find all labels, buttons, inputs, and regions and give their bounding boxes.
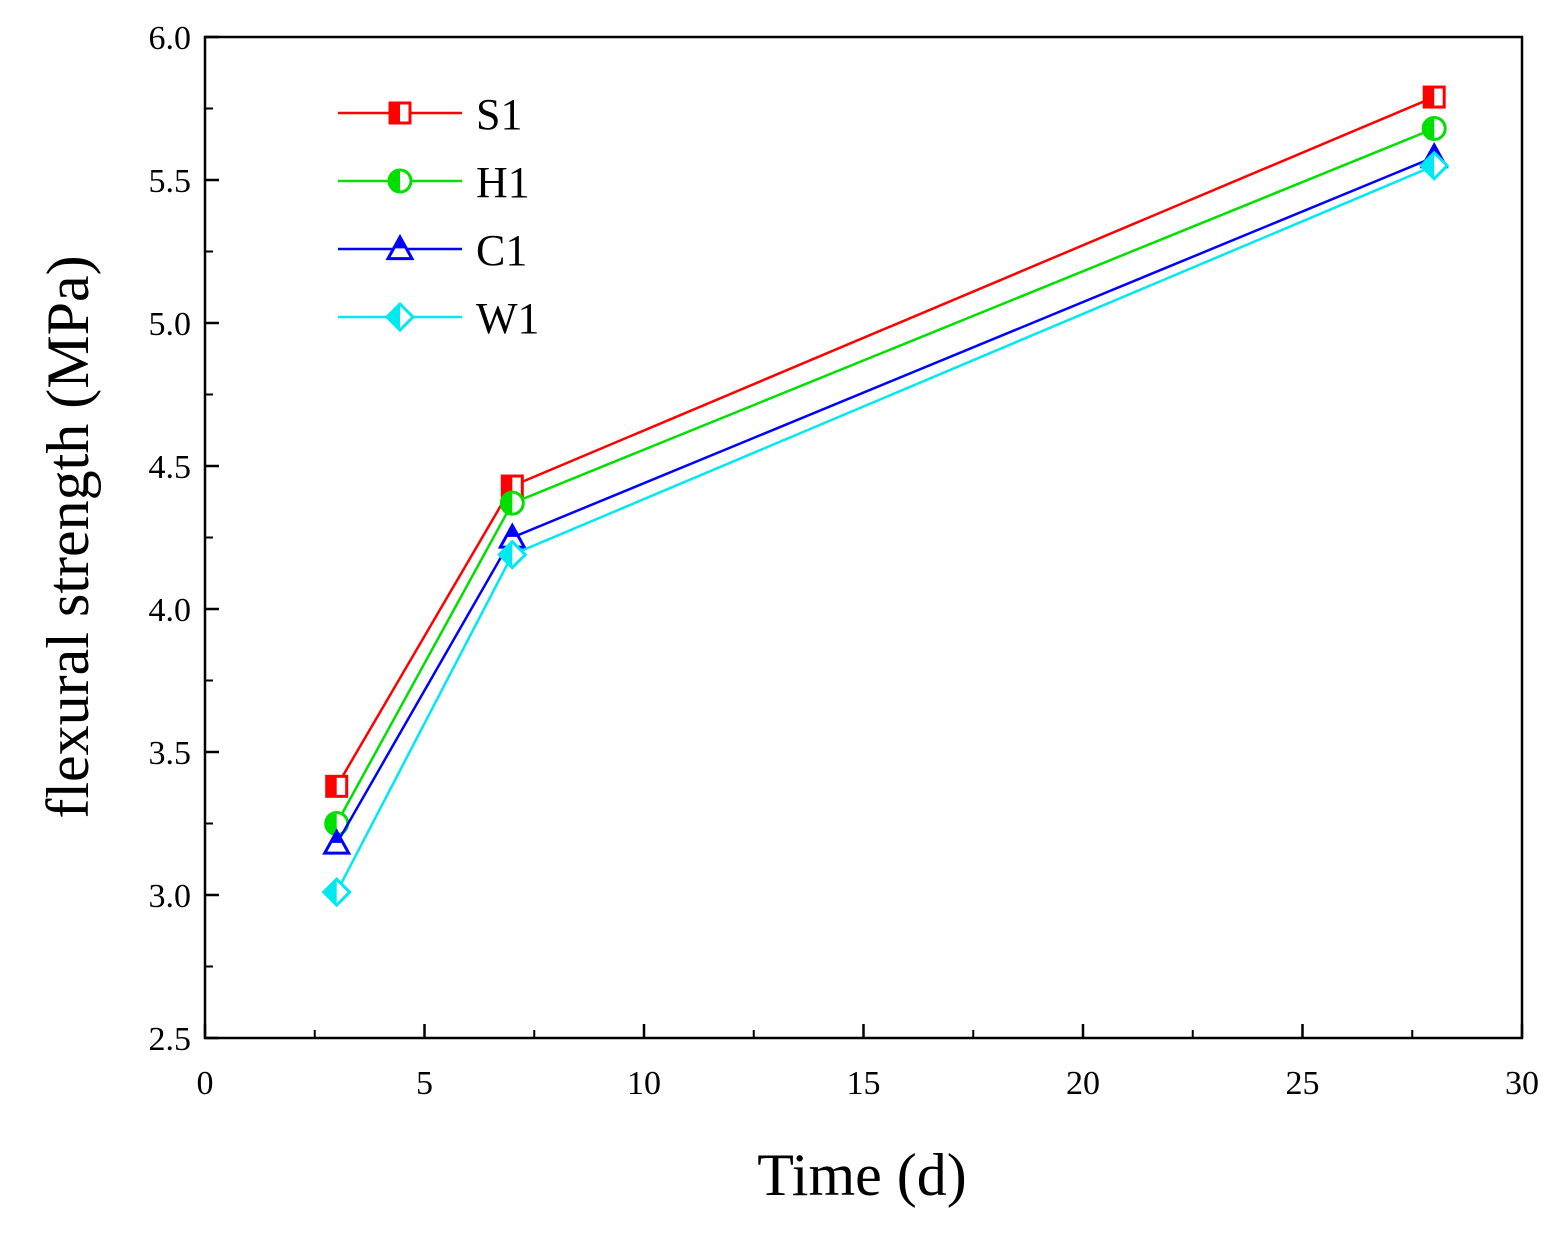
data-point-s1 (325, 774, 349, 798)
marker-fill (389, 170, 400, 192)
data-point-w1 (321, 877, 352, 908)
x-axis-title: Time (d) (757, 1142, 966, 1208)
legend-marker (385, 233, 415, 261)
data-point-w1 (497, 539, 528, 570)
x-tick-label: 15 (847, 1065, 881, 1102)
legend-entry-s1: S1 (338, 90, 522, 139)
marker-fill (387, 304, 400, 330)
data-point-h1 (499, 490, 525, 516)
legend-marker (387, 168, 413, 194)
legend-label: W1 (476, 294, 540, 343)
y-tick-label: 6.0 (149, 20, 192, 57)
data-point-w1 (1419, 150, 1450, 181)
data-point-h1 (324, 811, 350, 836)
y-axis-title: flexural strength (MPa) (35, 255, 101, 818)
x-tick-label: 10 (627, 1065, 661, 1102)
legend-label: S1 (476, 90, 522, 139)
marker-fill (1424, 87, 1435, 108)
legend-entry-c1: C1 (338, 226, 527, 275)
marker-fill (394, 237, 406, 249)
legend-marker (388, 101, 412, 125)
marker-fill (326, 776, 337, 797)
x-tick-label: 30 (1505, 1065, 1539, 1102)
marker-fill (325, 812, 337, 835)
series-group (321, 85, 1450, 908)
x-tick-label: 20 (1066, 1065, 1100, 1102)
y-tick-label: 4.0 (149, 592, 192, 629)
x-tick-label: 0 (197, 1065, 214, 1102)
marker-fill (330, 831, 343, 843)
legend-entry-w1: W1 (338, 294, 540, 343)
marker-fill (1423, 117, 1435, 140)
series-s1 (325, 85, 1446, 798)
marker-fill (501, 492, 513, 515)
marker-fill (502, 476, 513, 497)
marker-fill (1421, 152, 1435, 179)
series-h1 (324, 116, 1447, 836)
legend-label: C1 (476, 226, 527, 275)
marker-fill (499, 541, 513, 568)
y-tick-label: 5.0 (149, 306, 192, 343)
y-tick-label: 4.5 (149, 449, 192, 486)
axes: 0 5 10 15 20 25 30 2.5 3.0 3.5 4.0 4.5 5.0 5.5 6.0 (149, 20, 1540, 1102)
legend: S1 H1 C1 W1 (338, 90, 540, 343)
y-tick-label: 3.0 (149, 878, 192, 915)
y-tick-label: 3.5 (149, 735, 192, 772)
y-tick-label: 2.5 (149, 1021, 192, 1058)
data-point-s1 (1422, 85, 1446, 109)
x-tick-label: 5 (416, 1065, 433, 1102)
legend-marker (384, 301, 416, 333)
data-point-h1 (1421, 116, 1447, 142)
marker-fill (506, 525, 519, 537)
series-w1 (321, 150, 1450, 908)
data-point-c1 (322, 828, 352, 855)
marker-fill (390, 103, 400, 123)
legend-label: H1 (476, 158, 530, 207)
marker-fill (323, 879, 337, 906)
y-tick-label: 5.5 (149, 163, 192, 200)
x-tick-label: 25 (1286, 1065, 1320, 1102)
legend-entry-h1: H1 (338, 158, 530, 207)
